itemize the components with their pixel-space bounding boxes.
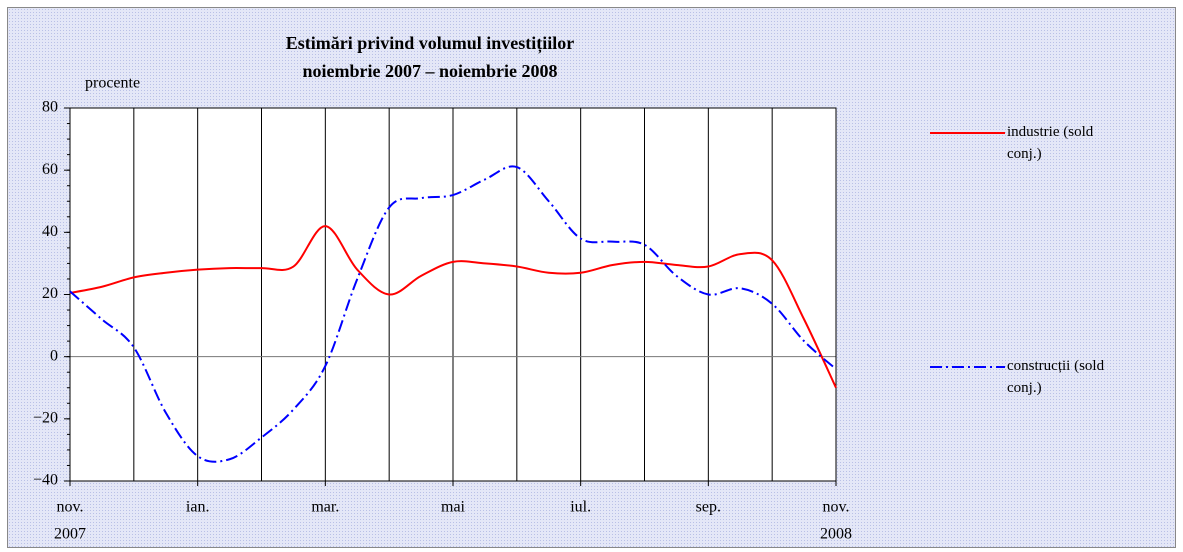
x-tick-label: nov. [823, 499, 850, 516]
chart-title: Estimări privind volumul investițiilor [285, 33, 575, 53]
series-line [69, 165, 837, 463]
legend-label: industrie (sold conj.) [1007, 124, 1094, 162]
x-tick-label: mai [441, 499, 466, 516]
year-label: 2008 [820, 526, 852, 543]
series-line [69, 225, 837, 389]
y-tick-label: 20 [42, 285, 58, 302]
y-tick-label: 80 [42, 99, 58, 116]
y-tick-label: −40 [33, 472, 58, 489]
y-tick-label: 40 [42, 223, 58, 240]
year-label: 2007 [54, 526, 86, 543]
x-tick-label: nov. [57, 499, 84, 516]
x-tick-label: iul. [570, 499, 591, 516]
y-axis-label: procente [85, 75, 140, 92]
x-tick-label: sep. [696, 499, 721, 516]
x-tick-label: ian. [186, 499, 210, 516]
legend-label: construcții (sold conj.) [1007, 358, 1105, 396]
chart-subtitle: noiembrie 2007 – noiembrie 2008 [302, 61, 558, 81]
x-tick-label: mar. [311, 499, 339, 516]
y-tick-label: 0 [50, 347, 58, 364]
y-tick-label: 60 [42, 161, 58, 178]
y-tick-label: −20 [33, 410, 58, 427]
